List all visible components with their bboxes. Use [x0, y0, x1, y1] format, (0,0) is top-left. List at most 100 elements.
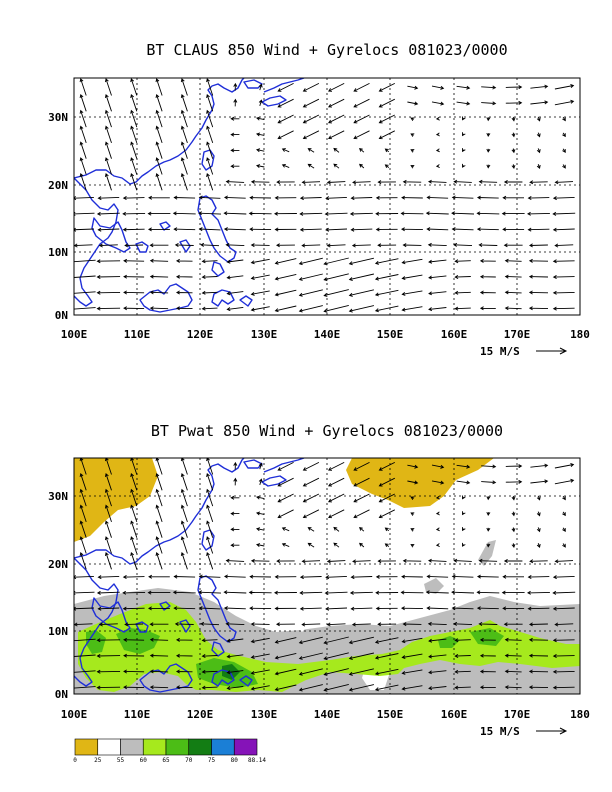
wind-vector — [201, 275, 218, 280]
wind-vector — [130, 520, 138, 538]
wind-vector — [456, 480, 471, 485]
wind-vector — [353, 82, 370, 92]
wind-vector — [147, 227, 170, 232]
wind-vector — [149, 669, 169, 674]
wind-vector — [426, 227, 449, 232]
wind-vector — [258, 462, 263, 470]
wind-vector — [256, 543, 265, 547]
wind-vector — [274, 637, 297, 644]
wind-vector — [478, 558, 498, 563]
wind-vector — [374, 668, 399, 676]
wind-vector — [425, 590, 449, 595]
wind-vector — [552, 227, 575, 232]
x-tick-label: 160E — [441, 708, 468, 721]
wind-vector — [274, 305, 297, 313]
wind-vector — [359, 148, 365, 153]
wind-vector — [198, 227, 221, 232]
wind-vector — [149, 685, 169, 690]
wind-vector — [79, 488, 87, 507]
wind-vector — [201, 669, 218, 674]
wind-vector — [435, 511, 440, 516]
wind-vector — [528, 274, 549, 279]
wind-vector — [302, 493, 320, 503]
wind-vector — [552, 685, 575, 690]
wind-vector — [476, 195, 499, 200]
wind-vector — [323, 683, 349, 692]
wind-vector — [206, 93, 214, 112]
x-tick-label: 140E — [314, 328, 341, 341]
wind-vector — [536, 511, 541, 517]
wind-vector — [277, 82, 294, 92]
wind-vector — [175, 274, 193, 279]
wind-vector — [175, 290, 193, 295]
wind-vector — [325, 575, 347, 580]
wind-vector — [479, 685, 496, 690]
wind-vector — [350, 196, 373, 201]
x-tick-label: 130E — [251, 328, 278, 341]
wind-vector — [274, 668, 297, 676]
wind-vector — [410, 149, 415, 153]
wind-vector — [528, 685, 549, 690]
wind-vector — [180, 536, 188, 554]
wind-vector — [201, 259, 218, 264]
colorbar-swatch — [74, 738, 99, 756]
colorbar-level-label: 65 — [162, 757, 170, 764]
wind-vector — [511, 116, 516, 122]
wind-vector — [427, 242, 447, 247]
wind-vector — [123, 258, 145, 263]
wind-vector — [250, 558, 270, 563]
wind-vector — [552, 196, 575, 201]
wind-vector — [456, 464, 471, 469]
wind-vector — [307, 527, 315, 532]
wind-vector — [504, 290, 522, 295]
y-tick-label: 10N — [48, 246, 68, 259]
wind-vector — [233, 461, 238, 470]
wind-vector — [223, 574, 246, 579]
wind-vector — [323, 289, 349, 297]
wind-vector — [298, 652, 323, 660]
wind-vector — [536, 164, 541, 170]
wind-vector — [426, 195, 449, 200]
wind-vector — [206, 172, 214, 191]
wind-vector — [230, 527, 240, 532]
wind-vector — [504, 669, 522, 674]
wind-vector — [476, 211, 500, 216]
wind-vector — [79, 78, 87, 96]
wind-vector — [349, 211, 373, 216]
wind-vector — [256, 527, 265, 532]
wind-vector — [248, 590, 272, 595]
wind-vector — [427, 621, 447, 626]
wind-vector — [302, 461, 320, 471]
wind-vector — [407, 101, 419, 106]
wind-vector — [454, 259, 471, 264]
wind-vector — [79, 141, 87, 159]
wind-vector — [502, 227, 525, 232]
wind-vector — [274, 574, 297, 579]
wind-vector — [302, 130, 320, 140]
wind-vector — [180, 109, 188, 128]
wind-vector — [552, 575, 575, 580]
wind-vector — [375, 574, 398, 579]
wind-vector — [155, 472, 163, 491]
wind-vector — [276, 180, 295, 185]
wind-vector — [74, 227, 95, 232]
x-tick-label: 170E — [504, 328, 531, 341]
wind-vector — [174, 622, 194, 626]
colorbar-swatch — [188, 738, 212, 756]
x-tick-label: 110E — [124, 328, 151, 341]
wind-vector — [226, 654, 244, 659]
wind-vector — [401, 574, 423, 579]
wind-vector — [175, 685, 193, 690]
wind-vector — [327, 477, 345, 487]
colorbar-level-label: 25 — [94, 757, 102, 764]
wind-vector — [478, 243, 498, 247]
wind-vector — [410, 133, 415, 137]
wind-vector — [147, 211, 171, 216]
wind-vector — [536, 495, 541, 501]
wind-vector — [180, 172, 188, 191]
wind-vector — [79, 172, 87, 191]
wind-vector — [554, 622, 574, 627]
wind-vector — [333, 147, 340, 153]
wind-vector — [206, 78, 214, 96]
wind-vector — [124, 243, 144, 248]
